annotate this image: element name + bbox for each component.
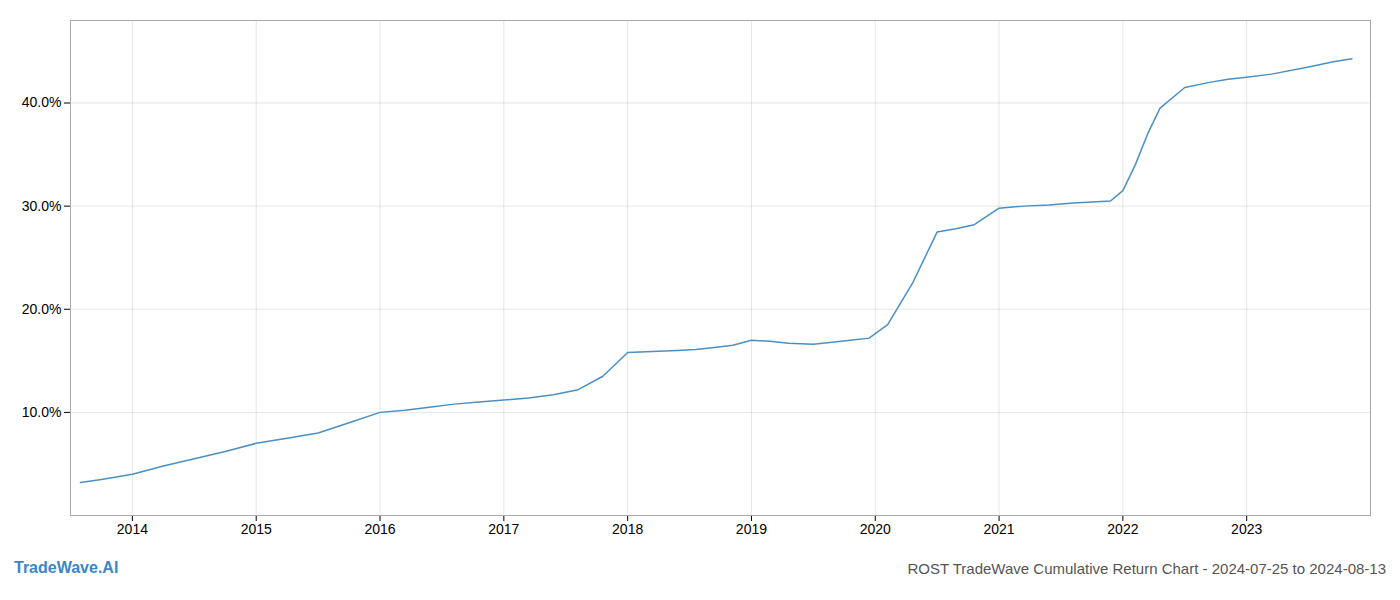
svg-text:2017: 2017 [488, 521, 519, 537]
svg-text:30.0%: 30.0% [22, 198, 62, 214]
svg-text:40.0%: 40.0% [22, 94, 62, 110]
html-text:ROST TradeWave Cumulative Retu: ROST TradeWave Cumulative Return Chart -… [907, 560, 1386, 577]
svg-text:2022: 2022 [1107, 521, 1138, 537]
svg-text:2021: 2021 [983, 521, 1014, 537]
svg-text:2015: 2015 [241, 521, 272, 537]
svg-text:2019: 2019 [736, 521, 767, 537]
svg-text:2014: 2014 [117, 521, 148, 537]
svg-text:2016: 2016 [364, 521, 395, 537]
html-text:TradeWave.AI: TradeWave.AI [14, 559, 119, 576]
svg-text:2020: 2020 [860, 521, 891, 537]
svg-text:2023: 2023 [1231, 521, 1262, 537]
svg-text:10.0%: 10.0% [22, 404, 62, 420]
svg-text:20.0%: 20.0% [22, 301, 62, 317]
svg-text:2018: 2018 [612, 521, 643, 537]
